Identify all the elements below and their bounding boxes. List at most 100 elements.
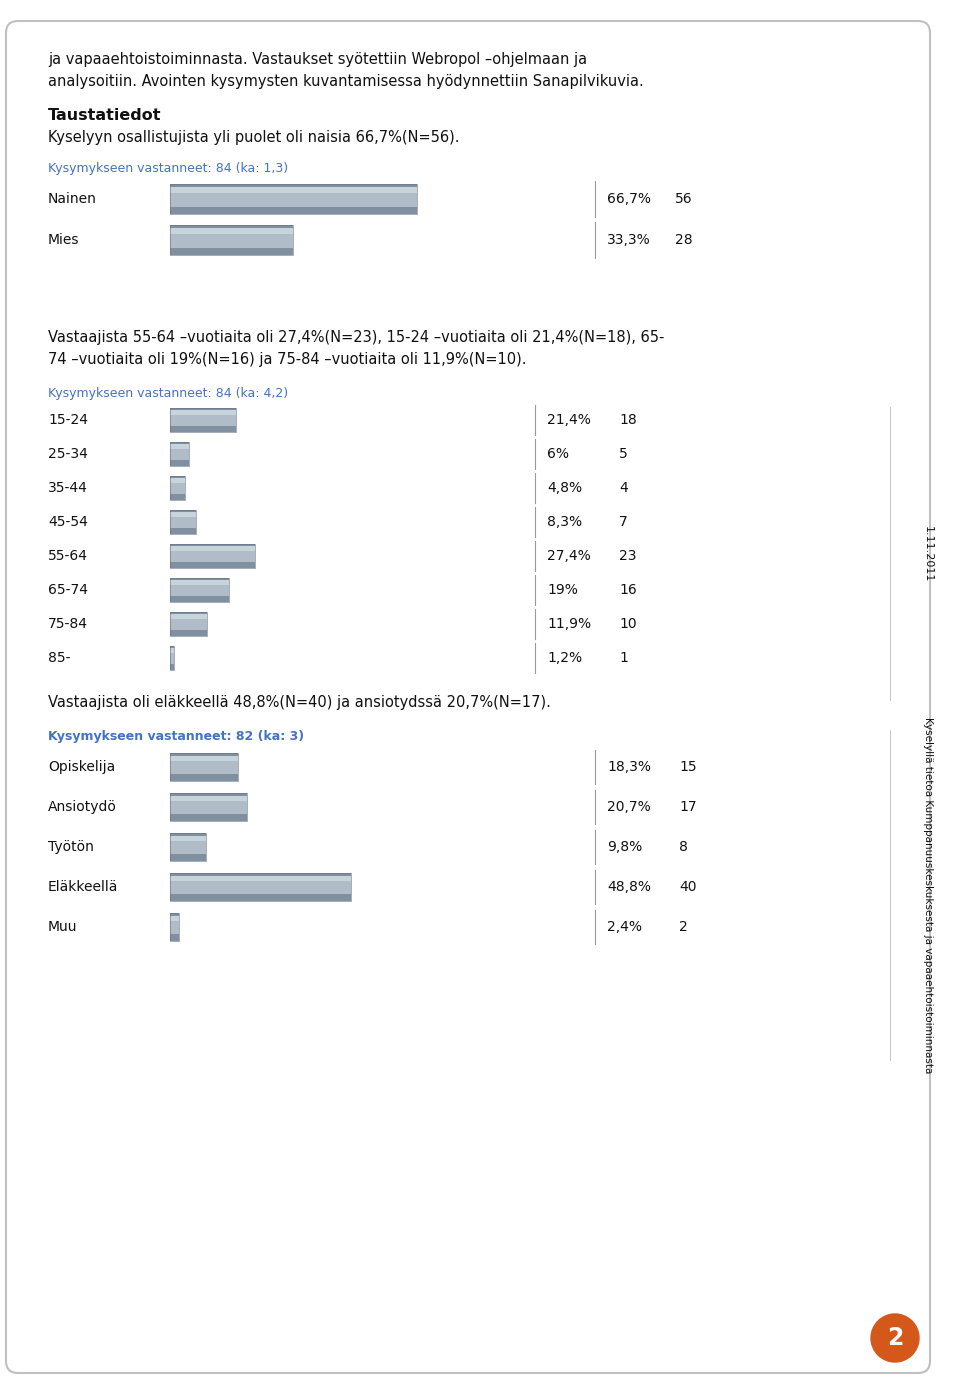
Bar xyxy=(170,442,188,466)
Text: Vastaajista 55-64 –vuotiaita oli 27,4%(N=23), 15-24 –vuotiaita oli 21,4%(N=18), : Vastaajista 55-64 –vuotiaita oli 27,4%(N… xyxy=(48,330,664,345)
Text: 75-84: 75-84 xyxy=(48,617,88,631)
Bar xyxy=(170,478,185,484)
Bar xyxy=(170,445,188,449)
Bar xyxy=(170,193,417,207)
Text: 27,4%: 27,4% xyxy=(547,549,590,563)
Bar xyxy=(170,876,350,881)
Bar xyxy=(170,873,350,901)
Bar xyxy=(170,613,207,636)
Text: 19%: 19% xyxy=(547,584,578,597)
Text: 2: 2 xyxy=(887,1326,903,1350)
Text: 8: 8 xyxy=(679,840,688,854)
Bar xyxy=(170,410,236,416)
Text: Taustatiedot: Taustatiedot xyxy=(48,108,161,123)
Bar xyxy=(170,836,206,841)
Bar xyxy=(170,578,228,602)
Text: 1,2%: 1,2% xyxy=(547,651,582,665)
Bar xyxy=(170,796,247,801)
Text: 1: 1 xyxy=(619,651,628,665)
Bar xyxy=(170,620,207,631)
Bar xyxy=(170,184,417,213)
Bar xyxy=(170,513,196,517)
Bar xyxy=(170,841,206,854)
Bar xyxy=(170,552,255,561)
Text: 2: 2 xyxy=(679,920,687,934)
Text: 20,7%: 20,7% xyxy=(607,800,651,814)
Bar xyxy=(170,510,196,534)
Text: 23: 23 xyxy=(619,549,636,563)
Bar xyxy=(170,225,293,255)
Text: 4,8%: 4,8% xyxy=(547,481,582,495)
Bar xyxy=(170,753,238,780)
Bar xyxy=(170,543,255,568)
Bar xyxy=(170,753,238,780)
Text: 15-24: 15-24 xyxy=(48,413,88,427)
Text: 66,7%: 66,7% xyxy=(607,193,651,207)
Bar xyxy=(170,613,207,636)
Bar xyxy=(170,484,185,493)
Bar xyxy=(170,546,255,552)
Text: Opiskelija: Opiskelija xyxy=(48,760,115,773)
Bar xyxy=(170,833,206,861)
Bar xyxy=(170,416,236,426)
Text: 1.11.2011: 1.11.2011 xyxy=(923,525,933,582)
Bar xyxy=(170,793,247,821)
Bar xyxy=(170,761,238,773)
Text: 9,8%: 9,8% xyxy=(607,840,642,854)
Bar xyxy=(170,578,228,602)
Text: 6%: 6% xyxy=(547,448,569,462)
Bar xyxy=(170,442,188,466)
Text: 10: 10 xyxy=(619,617,636,631)
Text: Vastaajista oli eläkkeellä 48,8%(N=40) ja ansiotydssä 20,7%(N=17).: Vastaajista oli eläkkeellä 48,8%(N=40) j… xyxy=(48,694,551,710)
Text: 48,8%: 48,8% xyxy=(607,880,651,894)
Bar xyxy=(170,614,207,620)
Bar xyxy=(170,916,179,922)
Bar xyxy=(170,649,174,653)
Bar xyxy=(170,793,247,821)
Text: Mies: Mies xyxy=(48,233,80,247)
Text: 2,4%: 2,4% xyxy=(607,920,642,934)
Text: Kysymykseen vastanneet: 84 (ka: 4,2): Kysymykseen vastanneet: 84 (ka: 4,2) xyxy=(48,387,288,401)
Text: analysoitiin. Avointen kysymysten kuvantamisessa hyödynnettiin Sanapilvikuvia.: analysoitiin. Avointen kysymysten kuvant… xyxy=(48,73,644,89)
Bar xyxy=(170,407,236,432)
Text: 5: 5 xyxy=(619,448,628,462)
Text: Eläkkeellä: Eläkkeellä xyxy=(48,880,118,894)
Bar xyxy=(170,510,196,534)
Bar xyxy=(170,801,247,814)
Bar xyxy=(170,475,185,500)
Text: 33,3%: 33,3% xyxy=(607,233,651,247)
Bar xyxy=(170,475,185,500)
Bar xyxy=(170,449,188,460)
Bar xyxy=(170,585,228,596)
Text: 35-44: 35-44 xyxy=(48,481,88,495)
Text: 56: 56 xyxy=(675,193,692,207)
Bar xyxy=(170,881,350,894)
Bar xyxy=(170,187,417,193)
Text: Työtön: Työtön xyxy=(48,840,94,854)
Text: 40: 40 xyxy=(679,880,697,894)
Text: 45-54: 45-54 xyxy=(48,516,88,529)
FancyBboxPatch shape xyxy=(6,21,930,1374)
Bar xyxy=(170,653,174,664)
Bar xyxy=(170,646,174,669)
Text: Kyselyyn osallistujista yli puolet oli naisia 66,7%(N=56).: Kyselyyn osallistujista yli puolet oli n… xyxy=(48,130,460,146)
Text: 85-: 85- xyxy=(48,651,70,665)
Bar xyxy=(170,913,179,941)
Text: Kysymykseen vastanneet: 82 (ka: 3): Kysymykseen vastanneet: 82 (ka: 3) xyxy=(48,730,304,743)
Text: 74 –vuotiaita oli 19%(N=16) ja 75-84 –vuotiaita oli 11,9%(N=10).: 74 –vuotiaita oli 19%(N=16) ja 75-84 –vu… xyxy=(48,352,526,367)
Bar xyxy=(170,543,255,568)
Text: 17: 17 xyxy=(679,800,697,814)
Text: 55-64: 55-64 xyxy=(48,549,88,563)
Bar xyxy=(170,922,179,934)
Text: 4: 4 xyxy=(619,481,628,495)
Text: 11,9%: 11,9% xyxy=(547,617,591,631)
Text: 28: 28 xyxy=(675,233,692,247)
Text: 65-74: 65-74 xyxy=(48,584,88,597)
Bar xyxy=(170,225,293,255)
Text: 18: 18 xyxy=(619,413,636,427)
Text: 8,3%: 8,3% xyxy=(547,516,582,529)
Bar xyxy=(170,833,206,861)
Text: 7: 7 xyxy=(619,516,628,529)
Bar xyxy=(170,517,196,528)
Text: 16: 16 xyxy=(619,584,636,597)
